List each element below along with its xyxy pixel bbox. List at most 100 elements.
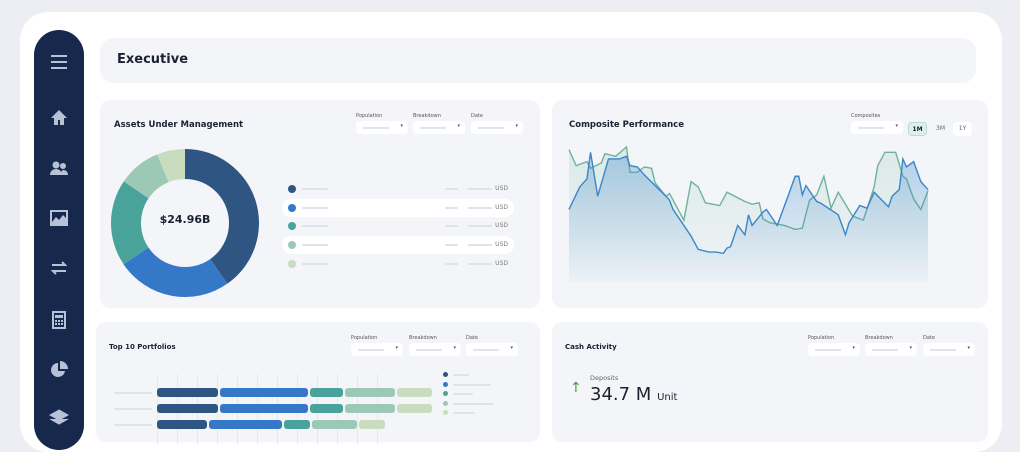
sidebar	[34, 30, 84, 450]
aum-legend-row[interactable]: USD	[282, 198, 514, 217]
bar-segment[interactable]	[209, 420, 282, 429]
dropdown-label: Breakdown	[413, 113, 441, 119]
bar-segment[interactable]	[284, 420, 310, 429]
page-title: Executive	[117, 52, 189, 67]
legend-dot	[288, 259, 296, 268]
donut-slice[interactable]	[157, 149, 185, 183]
range-1y-button[interactable]: 1Y	[953, 122, 972, 136]
chevron-down-icon: ▾	[457, 123, 460, 129]
aum-card: Assets Under Management Population ▾ Brea…	[100, 100, 540, 308]
bar-segment[interactable]	[157, 388, 218, 397]
aum-legend-row[interactable]: USD	[282, 217, 514, 235]
chart-icon[interactable]	[49, 208, 69, 228]
chevron-down-icon: ▾	[909, 345, 912, 351]
dropdown-label: Date	[923, 335, 935, 341]
aum-legend-row[interactable]: USD	[282, 180, 514, 198]
bar-segment[interactable]	[359, 420, 385, 429]
chevron-down-icon: ▾	[400, 123, 403, 129]
bar-segment[interactable]	[157, 404, 218, 413]
aum-legend-row[interactable]: USD	[282, 236, 514, 255]
legend-dot	[443, 372, 448, 377]
bar-segment[interactable]	[397, 404, 432, 413]
donut-slice[interactable]	[123, 247, 228, 297]
page-header: Executive	[100, 38, 976, 83]
population-dropdown[interactable]: Population ▾	[808, 335, 860, 356]
bar-segment[interactable]	[310, 404, 343, 413]
deposits-amount: 34.7 M	[590, 384, 652, 405]
range-1m-button[interactable]: 1M	[908, 122, 927, 136]
breakdown-dropdown[interactable]: Breakdown ▾	[409, 335, 461, 356]
chevron-down-icon: ▾	[510, 345, 513, 351]
legend-dot	[288, 241, 296, 250]
dropdown-label: Composites	[851, 113, 881, 119]
breakdown-dropdown[interactable]: Breakdown ▾	[865, 335, 917, 356]
breakdown-dropdown[interactable]: Breakdown ▾	[413, 113, 465, 134]
aum-donut-chart	[110, 149, 259, 297]
pie-chart-icon[interactable]	[49, 360, 69, 380]
calculator-icon[interactable]	[49, 310, 69, 330]
dropdown-label: Population	[356, 113, 383, 119]
composite-performance-chart	[568, 145, 929, 282]
legend-unit: USD	[495, 185, 508, 192]
range-3m-button[interactable]: 3M	[936, 125, 945, 132]
bar-segment[interactable]	[312, 420, 357, 429]
series-line	[568, 145, 929, 231]
composites-dropdown[interactable]: Composites ▾	[851, 113, 903, 134]
chevron-down-icon: ▾	[395, 345, 398, 351]
donut-slice[interactable]	[185, 149, 259, 284]
users-icon[interactable]	[49, 158, 69, 178]
legend-dot	[443, 400, 448, 406]
chevron-down-icon: ▾	[895, 123, 898, 129]
bar-segment[interactable]	[397, 388, 432, 397]
top10-title: Top 10 Portfolios	[109, 343, 176, 351]
bar-segment[interactable]	[310, 388, 343, 397]
transfer-icon[interactable]	[49, 258, 69, 278]
donut-slice[interactable]	[123, 154, 169, 199]
chevron-down-icon: ▾	[852, 345, 855, 351]
dropdown-label: Population	[808, 335, 835, 341]
arrow-up-icon: ↑	[570, 380, 582, 396]
dropdown-label: Population	[351, 335, 378, 341]
layers-icon[interactable]	[49, 408, 69, 428]
bar-segment[interactable]	[345, 388, 395, 397]
date-dropdown[interactable]: Date ▾	[923, 335, 975, 356]
dropdown-label: Date	[466, 335, 478, 341]
top10-card: Top 10 Portfolios Population ▾ Breakdown ▾…	[96, 322, 540, 444]
legend-dot	[288, 203, 296, 212]
legend-unit: USD	[495, 241, 508, 249]
date-dropdown[interactable]: Date ▾	[471, 113, 523, 134]
chevron-down-icon: ▾	[453, 345, 456, 351]
donut-slice[interactable]	[110, 181, 149, 265]
bar-segment[interactable]	[220, 388, 308, 397]
dropdown-label: Date	[471, 113, 483, 119]
aum-total: $24.96B	[159, 213, 211, 226]
legend-dot	[288, 185, 296, 193]
bar-segment[interactable]	[157, 420, 207, 429]
menu-icon[interactable]	[49, 52, 69, 72]
population-dropdown[interactable]: Population ▾	[351, 335, 403, 356]
chevron-down-icon: ▾	[967, 345, 970, 351]
legend-unit: USD	[495, 203, 508, 211]
legend-dot	[288, 222, 296, 231]
date-dropdown[interactable]: Date ▾	[466, 335, 518, 356]
series-line	[568, 152, 929, 255]
deposits-value: 34.7 M Unit	[590, 384, 677, 405]
home-icon[interactable]	[49, 108, 69, 128]
legend-dot	[443, 410, 448, 415]
cash-activity-card: Cash Activity Population ▾ Breakdown ▾ Dat…	[552, 322, 988, 442]
legend-dot	[443, 381, 448, 387]
composite-title: Composite Performance	[569, 120, 684, 130]
cash-title: Cash Activity	[565, 343, 617, 351]
dropdown-label: Breakdown	[409, 335, 437, 341]
aum-legend-row[interactable]: USD	[282, 255, 514, 273]
legend-unit: USD	[495, 259, 508, 267]
population-dropdown[interactable]: Population ▾	[356, 113, 408, 134]
chevron-down-icon: ▾	[515, 123, 518, 129]
bar-segment[interactable]	[220, 404, 308, 413]
dropdown-label: Breakdown	[865, 335, 893, 341]
legend-dot	[443, 391, 448, 396]
aum-title: Assets Under Management	[114, 120, 244, 130]
deposits-unit: Unit	[657, 392, 678, 403]
deposits-label: Deposits	[590, 374, 619, 382]
bar-segment[interactable]	[345, 404, 395, 413]
